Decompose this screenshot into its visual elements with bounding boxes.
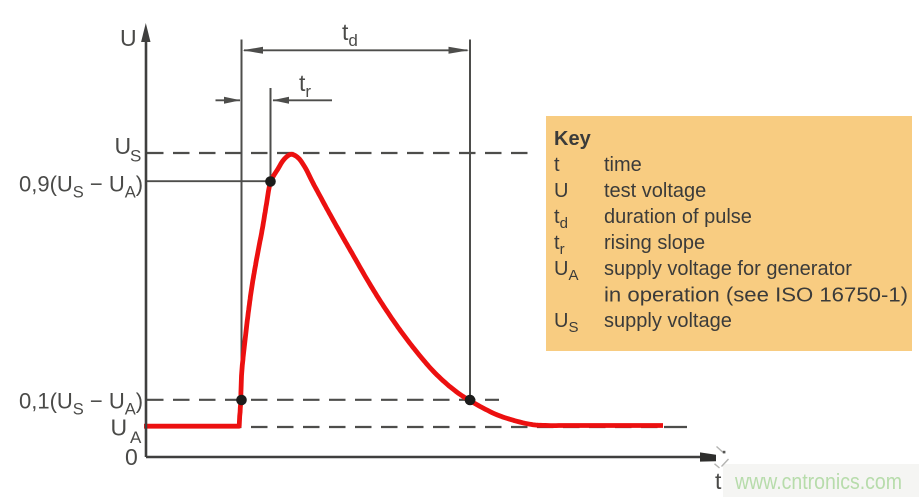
svg-text:test voltage: test voltage bbox=[604, 180, 706, 202]
svg-text:UA: UA bbox=[554, 258, 578, 284]
svg-text:time: time bbox=[604, 154, 642, 176]
svg-text:U: U bbox=[554, 180, 568, 202]
svg-text:U: U bbox=[120, 25, 137, 51]
svg-text:rising slope: rising slope bbox=[604, 232, 705, 254]
svg-text:S: S bbox=[130, 147, 141, 166]
svg-text:supply voltage for generator: supply voltage for generator bbox=[604, 258, 852, 280]
svg-text:supply voltage: supply voltage bbox=[604, 310, 732, 332]
svg-text:Key: Key bbox=[554, 128, 592, 150]
svg-text:U: U bbox=[115, 133, 132, 159]
svg-text:duration of pulse: duration of pulse bbox=[604, 206, 752, 228]
svg-text:U: U bbox=[111, 415, 128, 441]
svg-text:0,9(US − UA): 0,9(US − UA) bbox=[19, 171, 143, 201]
svg-text:t: t bbox=[715, 468, 722, 494]
svg-text:0: 0 bbox=[125, 444, 138, 470]
svg-text:in operation (see ISO 16750-1): in operation (see ISO 16750-1) bbox=[604, 285, 908, 307]
svg-text:www.cntronics.com: www.cntronics.com bbox=[734, 469, 902, 494]
svg-text:A: A bbox=[130, 428, 142, 447]
svg-text:tr: tr bbox=[554, 232, 565, 258]
svg-text:t: t bbox=[554, 154, 560, 176]
